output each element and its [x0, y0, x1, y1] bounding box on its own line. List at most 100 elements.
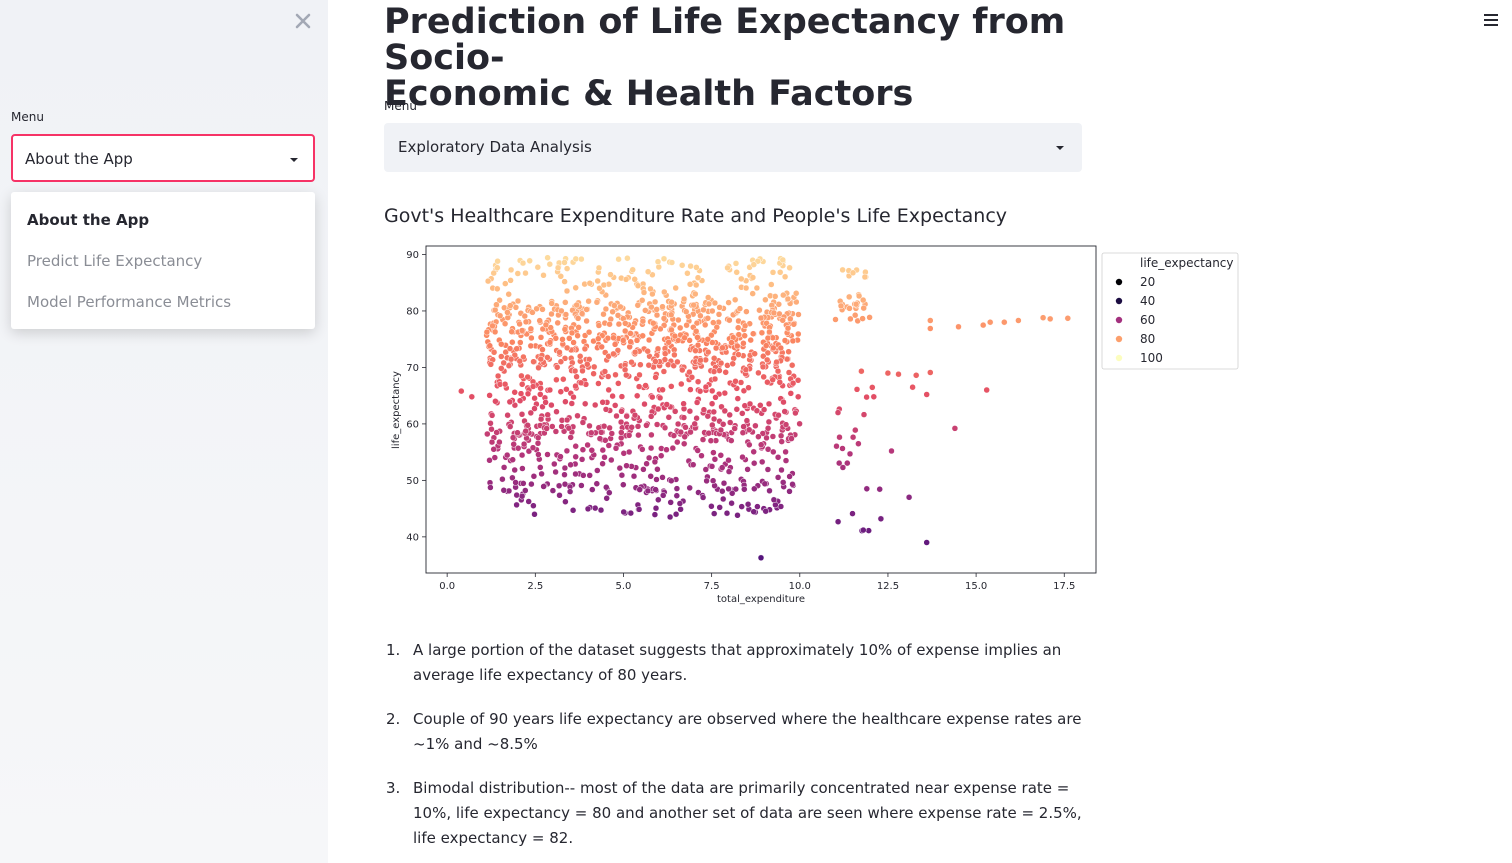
scatter-point [846, 305, 853, 312]
dropdown-option-metrics[interactable]: Model Performance Metrics [27, 293, 232, 311]
scatter-point [542, 321, 550, 329]
dropdown-option-predict[interactable]: Predict Life Expectancy [27, 252, 203, 270]
scatter-point [678, 380, 685, 388]
scatter-point [749, 290, 756, 297]
scatter-point [749, 330, 757, 337]
scatter-point [665, 339, 672, 346]
scatter-point [780, 398, 787, 406]
scatter-point [789, 337, 797, 345]
x-tick-label: 5.0 [616, 581, 632, 592]
scatter-point [522, 487, 529, 494]
main-menu-select[interactable]: Exploratory Data Analysis [384, 123, 1082, 172]
legend-marker [1115, 335, 1123, 343]
scatter-point [912, 372, 920, 379]
page-title: Prediction of Life Expectancy from Socio… [384, 4, 1104, 112]
scatter-point [548, 401, 555, 409]
scatter-point [573, 373, 580, 380]
scatter-point [505, 290, 512, 298]
scatter-point [983, 386, 990, 394]
scatter-point [733, 406, 741, 413]
scatter-point [644, 268, 652, 275]
scatter-point [590, 370, 597, 377]
scatter-point [546, 339, 554, 346]
scatter-point [623, 371, 630, 379]
dropdown-option-about[interactable]: About the App [27, 211, 150, 229]
scatter-point [650, 319, 657, 327]
scatter-point [614, 347, 622, 354]
scatter-point [692, 281, 700, 289]
legend-title: life_expectancy [1140, 256, 1234, 270]
scatter-point [687, 386, 694, 393]
scatter-point [648, 431, 655, 439]
scatter-point [572, 255, 580, 263]
scatter-point [486, 342, 494, 349]
scatter-point [506, 345, 514, 352]
scatter-point [625, 448, 633, 456]
scatter-point [645, 336, 653, 344]
scatter-point [739, 453, 746, 461]
sidebar: Menu About the App About the App Predict… [0, 0, 328, 863]
scatter-point [600, 310, 607, 318]
scatter-point [766, 328, 773, 336]
scatter-point [681, 334, 688, 342]
hamburger-icon[interactable] [1484, 14, 1498, 26]
scatter-point [697, 312, 704, 320]
scatter-point [529, 309, 536, 316]
scatter-point [659, 386, 666, 394]
scatter-point [716, 304, 723, 311]
scatter-point [686, 368, 693, 376]
scatter-point [756, 306, 763, 314]
scatter-point [839, 266, 846, 274]
scatter-point [514, 444, 522, 452]
scatter-point [750, 261, 758, 268]
scatter-point [630, 472, 638, 480]
scatter-point [615, 255, 622, 263]
sidebar-menu-select[interactable]: About the App [11, 134, 315, 182]
scatter-point [494, 264, 501, 271]
scatter-point [577, 379, 585, 387]
scatter-point [647, 285, 654, 293]
scatter-point [546, 386, 554, 394]
note-text: Bimodal distribution-- most of the data … [413, 779, 1082, 847]
scatter-point [680, 400, 687, 407]
scatter-point [667, 499, 674, 506]
scatter-point [609, 308, 616, 316]
scatter-point [694, 274, 702, 281]
scatter-point [639, 332, 646, 340]
scatter-point [759, 430, 767, 437]
scatter-point [884, 369, 892, 377]
scatter-point [782, 448, 789, 456]
scatter-point [699, 494, 707, 501]
scatter-point [513, 345, 520, 352]
scatter-point [709, 307, 716, 315]
scatter-point [611, 341, 619, 348]
scatter-point [631, 348, 639, 356]
scatter-point [563, 416, 571, 424]
scatter-point [674, 438, 681, 446]
scatter-point [535, 364, 542, 372]
scatter-point [770, 448, 777, 456]
scatter-point [639, 317, 647, 325]
scatter-point [530, 502, 537, 509]
scatter-point [696, 387, 704, 395]
scatter-point [839, 445, 846, 452]
scatter-point [781, 273, 789, 281]
scatter-point [740, 423, 747, 430]
scatter-point [833, 442, 840, 450]
x-tick-label: 10.0 [789, 581, 811, 592]
scatter-point [835, 459, 843, 467]
scatter-point [591, 504, 599, 512]
scatter-point [744, 501, 752, 508]
close-icon[interactable] [294, 12, 312, 30]
scatter-point [764, 466, 772, 473]
scatter-point [572, 442, 579, 450]
scatter-point [498, 340, 505, 348]
scatter-point [554, 264, 562, 272]
scatter-point [905, 494, 913, 501]
scatter-point [764, 334, 772, 342]
scatter-point [1064, 315, 1072, 322]
scatter-point [522, 269, 529, 277]
scatter-point [540, 483, 547, 490]
scatter-point [595, 264, 603, 272]
scatter-point [725, 456, 732, 464]
